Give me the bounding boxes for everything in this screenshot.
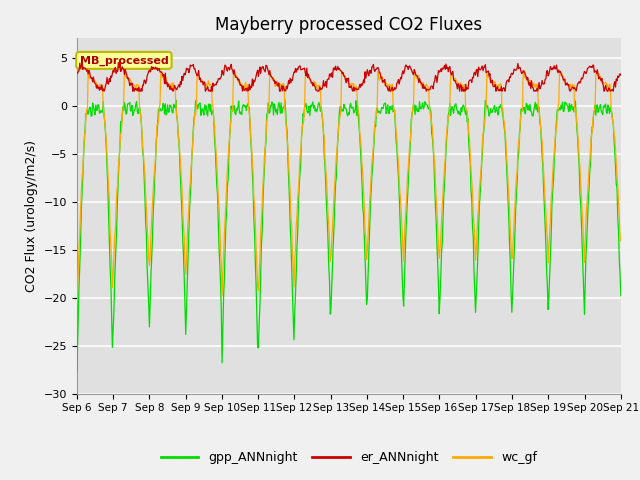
Y-axis label: CO2 Flux (urology/m2/s): CO2 Flux (urology/m2/s) [25, 140, 38, 292]
Text: MB_processed: MB_processed [79, 55, 168, 66]
Legend: gpp_ANNnight, er_ANNnight, wc_gf: gpp_ANNnight, er_ANNnight, wc_gf [156, 446, 542, 469]
Title: Mayberry processed CO2 Fluxes: Mayberry processed CO2 Fluxes [215, 16, 483, 34]
